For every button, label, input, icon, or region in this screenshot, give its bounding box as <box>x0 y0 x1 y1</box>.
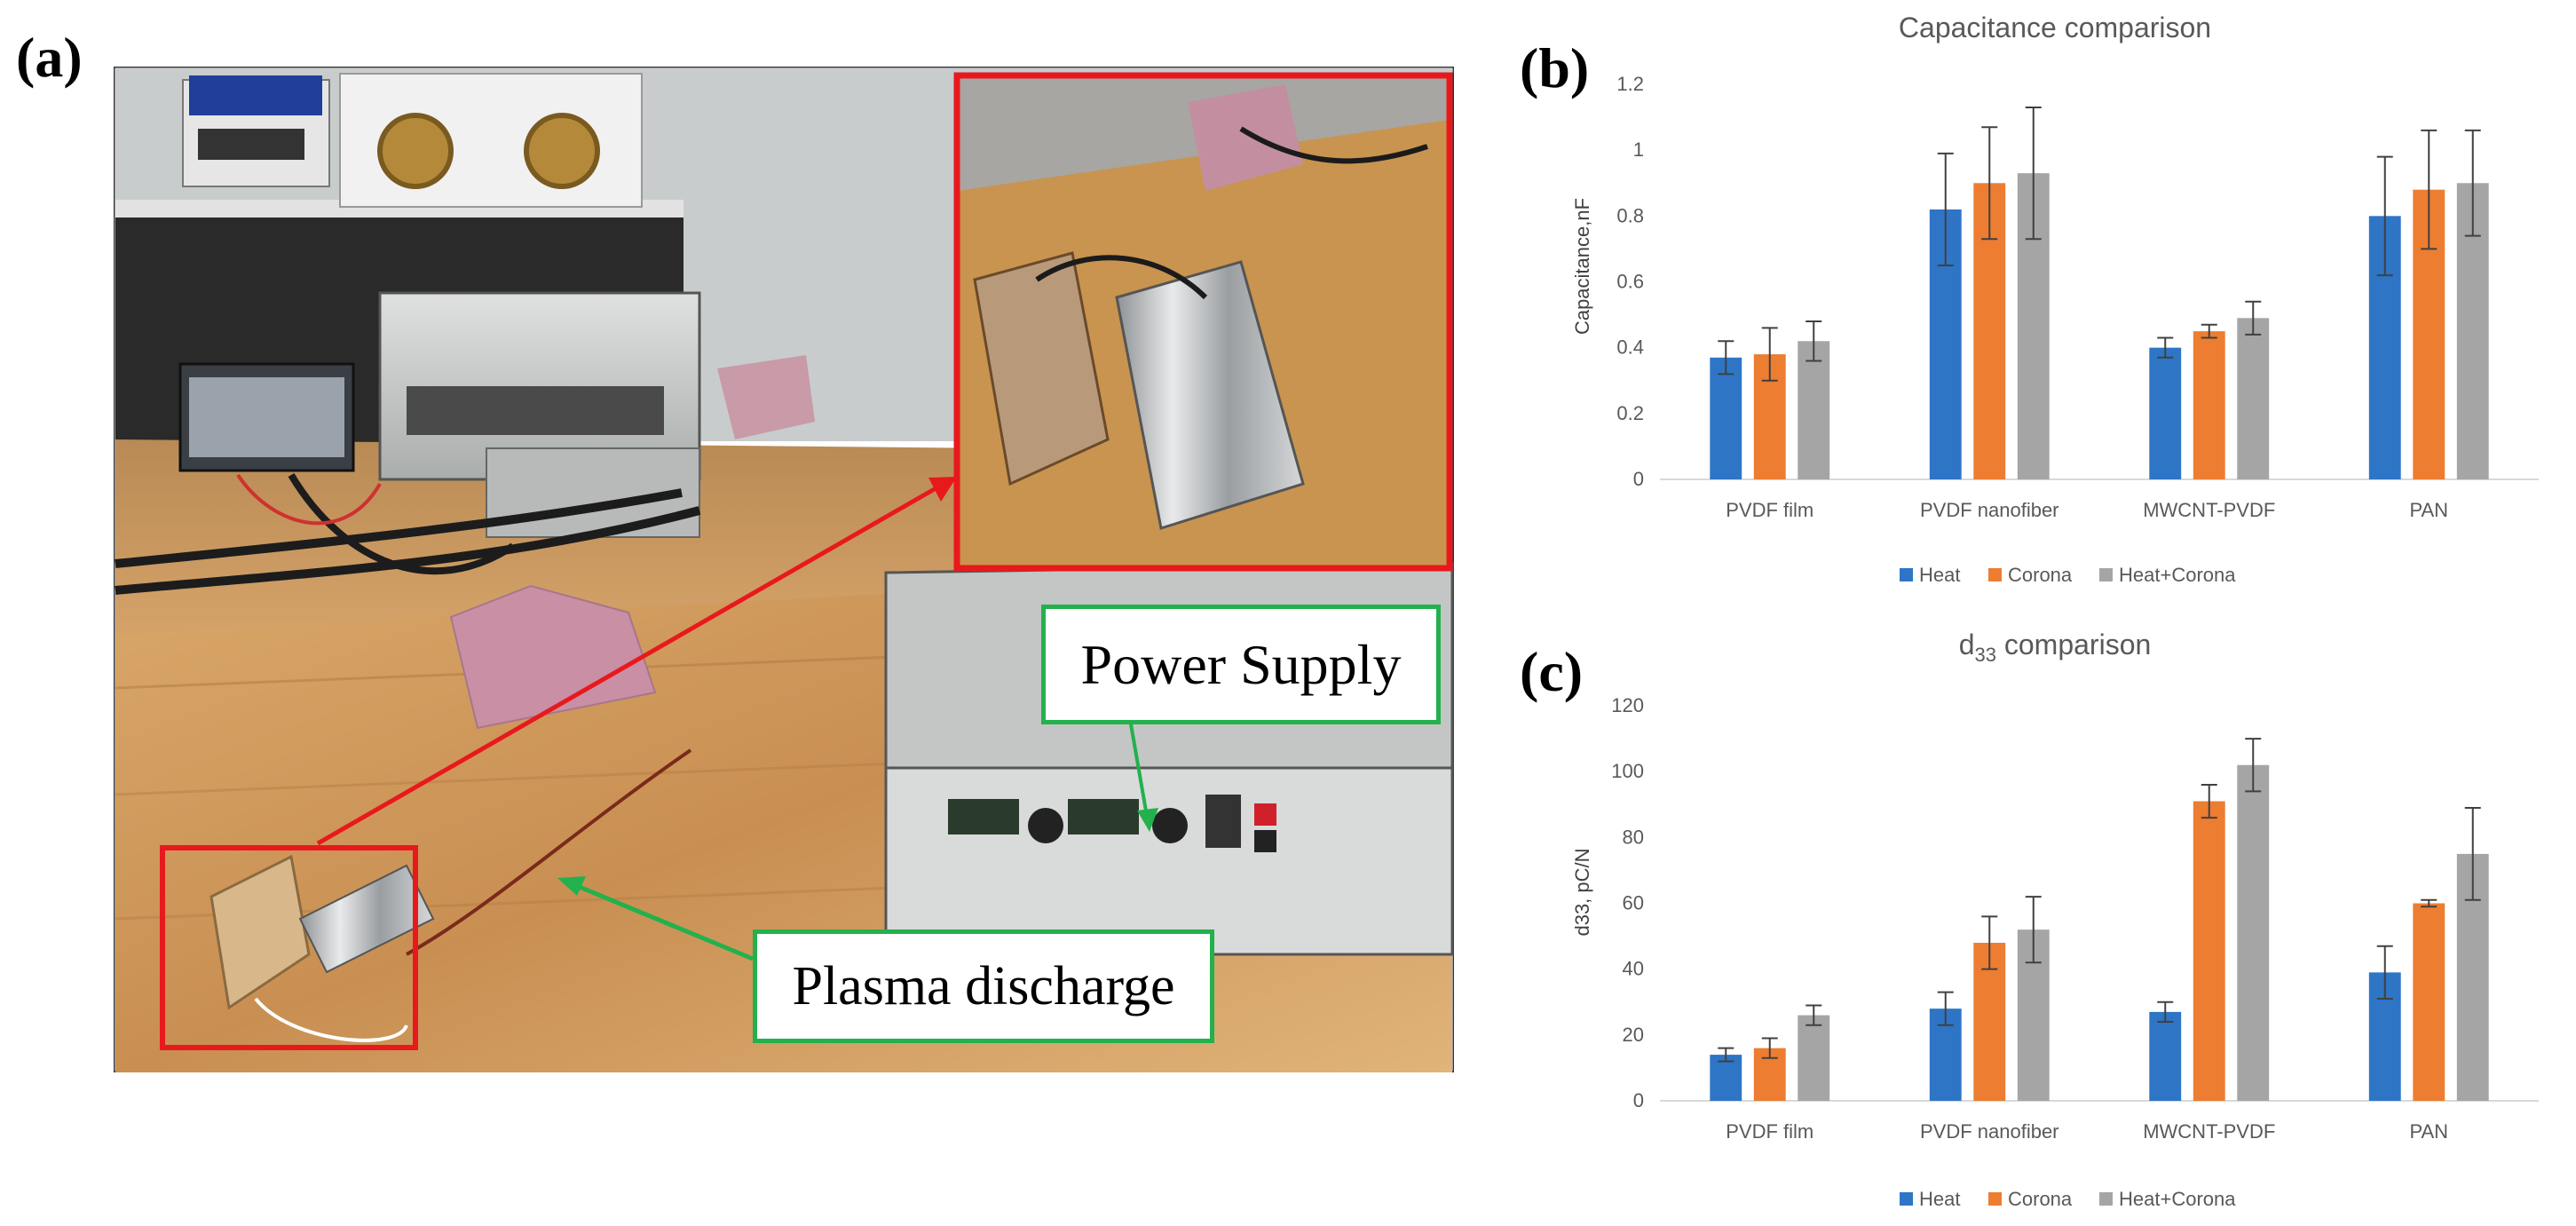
legend-swatch <box>2099 1192 2113 1206</box>
legend-swatch <box>2099 568 2113 581</box>
y-tick-label: 0 <box>1633 468 1644 490</box>
bar-heat <box>1710 1055 1742 1101</box>
legend-label: Heat <box>1919 564 1960 586</box>
power-supply-callout: Power Supply <box>1041 605 1441 724</box>
bar-corona <box>2193 331 2225 479</box>
x-tick-label: PAN <box>2409 1120 2448 1143</box>
y-tick-label: 40 <box>1623 958 1644 980</box>
lab-setup-photo: Power Supply Plasma discharge <box>112 65 1456 1074</box>
x-tick-label: PVDF nanofiber <box>1920 1120 2059 1143</box>
chart-title-rest: comparison <box>1996 629 2151 660</box>
chart-title-subscript: 33 <box>1975 644 1996 666</box>
x-tick-label: MWCNT-PVDF <box>2143 1120 2275 1143</box>
y-tick-label: 100 <box>1611 760 1644 782</box>
legend-swatch <box>1900 1192 1913 1206</box>
y-tick-label: 0.2 <box>1616 402 1644 424</box>
plot-area: 0 20 40 60 80 100 120 PVDF film PVDF nanofiber MW… <box>1611 694 2539 1143</box>
plasma-discharge-callout: Plasma discharge <box>753 929 1214 1043</box>
chart-title-base: d <box>1959 629 1975 660</box>
legend: Heat Corona Heat+Corona <box>1900 564 2236 586</box>
y-tick-label: 0.8 <box>1616 204 1644 226</box>
bar-heat-corona <box>2237 764 2270 1101</box>
panel-label-c: (c) <box>1520 640 1584 703</box>
plasma-discharge-label: Plasma discharge <box>792 955 1175 1016</box>
capacitance-chart: Capacitance comparison Capacitance,nF 00… <box>1571 12 2539 586</box>
lab-setup-illustration <box>112 65 1456 1074</box>
y-tick-label: 120 <box>1611 694 1644 716</box>
bar-heat-corona <box>1798 1015 1830 1101</box>
legend-label: Heat <box>1919 1188 1960 1210</box>
x-tick-label: PVDF nanofiber <box>1920 499 2059 521</box>
legend-swatch <box>1988 568 2002 581</box>
y-tick-label: 20 <box>1623 1024 1644 1046</box>
y-tick-label: 80 <box>1623 826 1644 848</box>
bar-corona <box>2193 801 2225 1101</box>
y-tick-label: 0 <box>1633 1089 1644 1111</box>
bar-heat <box>2149 1011 2182 1101</box>
y-tick-label: 1.2 <box>1616 73 1644 95</box>
legend-label: Heat+Corona <box>2119 1188 2236 1210</box>
legend-label: Corona <box>2008 564 2073 586</box>
x-tick-label: PVDF film <box>1726 1120 1813 1143</box>
legend-label: Corona <box>2008 1188 2073 1210</box>
y-axis-label: Capacitance,nF <box>1571 198 1593 335</box>
y-tick-label: 0.4 <box>1616 336 1644 359</box>
bar-heat <box>2149 347 2182 479</box>
x-tick-label: PAN <box>2409 499 2448 521</box>
bar-corona <box>2413 903 2446 1101</box>
legend-swatch <box>1900 568 1913 581</box>
legend: Heat Corona Heat+Corona <box>1900 1188 2236 1210</box>
d33-chart: d33 comparison d33, pC/N 0 20 40 60 80 100 120… <box>1571 629 2539 1210</box>
power-supply-label: Power Supply <box>1080 632 1402 696</box>
bar-heat-corona <box>2237 318 2270 479</box>
chart-title: Capacitance comparison <box>1899 12 2211 44</box>
panel-label-a: (a) <box>16 26 83 89</box>
x-tick-label: PVDF film <box>1726 499 1813 521</box>
legend-swatch <box>1988 1192 2002 1206</box>
plot-area: 0 0.2 0.4 0.6 0.8 1 1.2 PVDF film PVDF nanofiber… <box>1616 73 2539 521</box>
legend-label: Heat+Corona <box>2119 564 2236 586</box>
y-tick-label: 0.6 <box>1616 271 1644 293</box>
bar-heat-corona <box>1798 341 1830 479</box>
x-tick-label: MWCNT-PVDF <box>2143 499 2275 521</box>
panel-label-b: (b) <box>1520 36 1590 99</box>
chart-title: d33 comparison <box>1959 629 2152 666</box>
y-tick-label: 60 <box>1623 892 1644 914</box>
y-axis-label: d33, pC/N <box>1571 848 1593 936</box>
bar-heat <box>1710 357 1742 479</box>
y-tick-label: 1 <box>1633 138 1644 161</box>
